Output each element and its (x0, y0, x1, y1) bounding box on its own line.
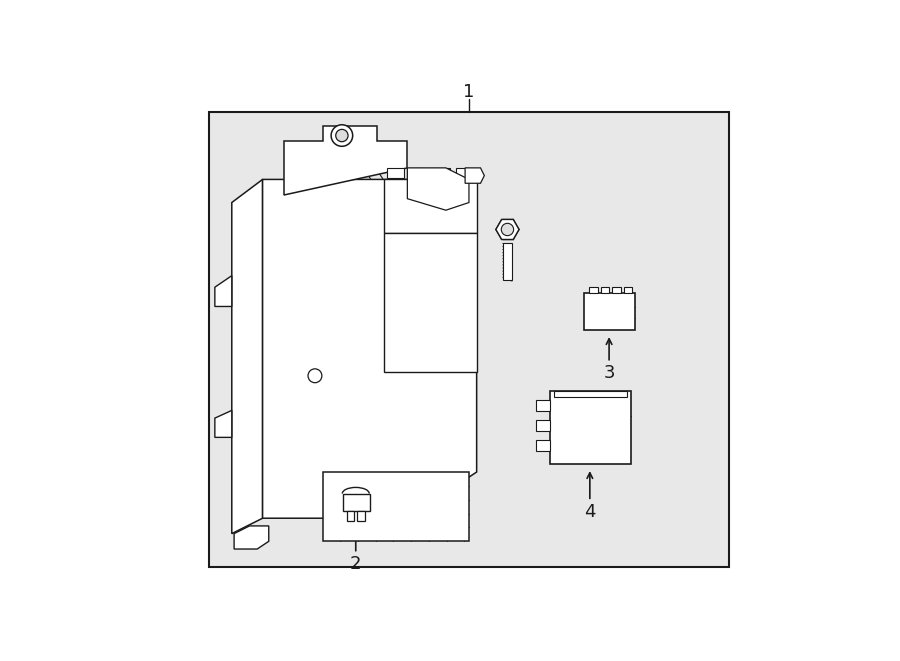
Text: 4: 4 (584, 503, 596, 521)
Polygon shape (234, 526, 269, 549)
Polygon shape (408, 168, 469, 210)
Polygon shape (215, 276, 232, 307)
Circle shape (336, 130, 348, 141)
Polygon shape (215, 410, 232, 438)
Circle shape (331, 125, 353, 146)
Bar (590, 288, 598, 293)
Bar (209, 112, 729, 566)
Bar (536, 401, 550, 411)
Bar (554, 391, 626, 397)
Polygon shape (263, 179, 477, 518)
Polygon shape (387, 168, 403, 178)
Bar (536, 440, 550, 451)
Bar (584, 293, 634, 330)
Bar (550, 391, 631, 464)
Polygon shape (284, 126, 408, 195)
Circle shape (308, 369, 322, 383)
Text: 1: 1 (464, 83, 474, 100)
Bar (343, 494, 370, 510)
Polygon shape (410, 168, 427, 178)
Bar (503, 243, 512, 280)
Bar (346, 510, 355, 522)
Polygon shape (322, 472, 469, 541)
Polygon shape (465, 168, 484, 183)
Polygon shape (232, 179, 263, 533)
Polygon shape (433, 168, 450, 178)
Bar (536, 420, 550, 431)
Polygon shape (384, 233, 477, 372)
Polygon shape (456, 168, 472, 178)
Bar (357, 510, 365, 522)
Bar (624, 288, 632, 293)
Polygon shape (384, 179, 477, 233)
Bar (600, 288, 609, 293)
Text: 2: 2 (350, 555, 362, 572)
Circle shape (501, 223, 514, 235)
Polygon shape (496, 219, 519, 239)
Text: 3: 3 (603, 364, 615, 381)
Bar (612, 288, 621, 293)
